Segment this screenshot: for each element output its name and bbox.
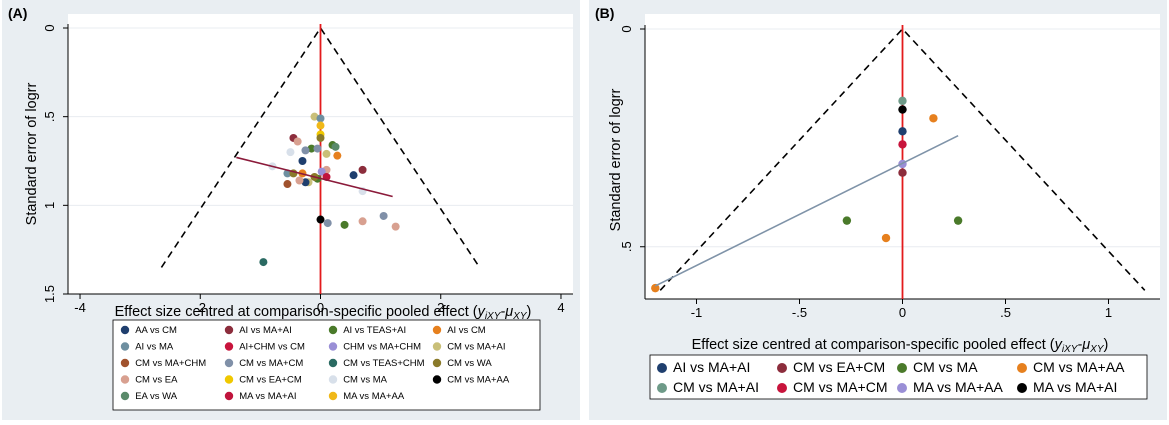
panel-a-label: (A) <box>8 5 27 21</box>
legend-marker-a-15 <box>432 375 442 384</box>
legend-marker-a-18 <box>328 391 338 401</box>
legend-marker-a-16 <box>120 391 130 401</box>
legend-marker-a-10 <box>328 358 338 368</box>
y-axis-title-a: Standard error of logrr <box>24 83 40 226</box>
legend-label-a-0: AA vs CM <box>135 325 177 336</box>
point-a-35 <box>323 219 332 228</box>
y-tick-label-a-1: .5 <box>42 111 57 122</box>
y-tick-label-a-0: 0 <box>42 24 57 31</box>
legend-marker-a-14 <box>328 375 338 384</box>
point-a-1 <box>316 114 325 123</box>
x-tick-label-a-3: 2 <box>437 300 444 315</box>
point-a-32 <box>379 211 388 220</box>
point-a-36 <box>340 220 349 229</box>
legend-label-a-4: AI vs MA <box>135 342 174 353</box>
legend-marker-a-13 <box>224 375 234 384</box>
point-a-8 <box>331 142 340 151</box>
legend-label-a-18: MA vs MA+AA <box>343 391 405 402</box>
legend-label-a-7: CM vs MA+AI <box>447 342 505 353</box>
legend-label-a-5: AI+CHM vs CM <box>239 342 305 353</box>
point-a-2 <box>316 121 325 130</box>
legend-marker-a-4 <box>120 342 130 351</box>
x-axis-title-a-close: ) <box>527 304 532 320</box>
point-a-0 <box>310 112 319 121</box>
legend-label-a-2: AI vs TEAS+AI <box>343 325 406 336</box>
legend-marker-a-12 <box>120 375 130 384</box>
legend-a <box>112 319 541 411</box>
y-tick-label-a-3: 1.5 <box>42 285 57 303</box>
legend-marker-a-0 <box>120 325 130 335</box>
point-a-10 <box>307 144 316 153</box>
legend-label-a-16: EA vs WA <box>135 391 178 402</box>
legend-marker-a-2 <box>328 325 338 335</box>
legend-label-a-1: AI vs MA+AI <box>239 325 292 336</box>
point-a-9 <box>286 148 295 157</box>
legend-marker-a-9 <box>224 358 234 368</box>
point-a-13 <box>333 151 342 160</box>
x-axis-title-a-main: Effect size centred at comparison-specif… <box>115 304 478 320</box>
axes-a: -4 -2 0 2 4 0 .5 1 1.5 <box>42 24 573 315</box>
point-a-15 <box>298 157 307 165</box>
point-a-34 <box>316 215 325 224</box>
legend-label-a-6: CHM vs MA+CHM <box>343 342 421 353</box>
point-a-17 <box>358 165 367 174</box>
regression-line-a <box>236 156 393 198</box>
x-tick-label-a-0: -4 <box>74 300 86 315</box>
x-tick-label-a-1: -2 <box>194 300 206 315</box>
legend-label-a-10: CM vs TEAS+CHM <box>343 358 424 369</box>
point-a-22 <box>317 167 326 176</box>
x-axis-title-a: Effect size centred at comparison-specif… <box>115 304 532 322</box>
point-a-5 <box>293 137 302 146</box>
legend-label-a-12: CM vs EA <box>135 375 178 386</box>
legend-label-a-11: CM vs WA <box>447 358 492 369</box>
legend-marker-a-5 <box>224 342 234 351</box>
x-axis-title-a-sub-y: iXY <box>485 311 502 322</box>
legend-label-a-17: MA vs MA+AI <box>239 391 296 402</box>
point-a-6 <box>316 133 325 142</box>
legend-label-a-8: CM vs MA+CHM <box>135 358 206 369</box>
x-axis-title-a-y: y <box>477 304 486 320</box>
x-axis-title-a-sub-mu: XY <box>512 311 528 322</box>
point-a-29 <box>301 178 310 187</box>
point-a-38 <box>259 258 268 267</box>
point-a-14 <box>322 149 331 158</box>
legend-label-a-13: CM vs EA+CM <box>239 375 302 386</box>
point-a-28 <box>283 180 292 189</box>
point-a-30 <box>295 176 304 185</box>
legend-a-items: AA vs CM AI vs MA+AI AI vs TEAS+AI AI vs CM… <box>120 325 510 402</box>
point-a-33 <box>358 217 367 226</box>
legend-label-a-14: CM vs MA <box>343 375 387 386</box>
legend-marker-a-1 <box>224 325 234 335</box>
point-a-24 <box>349 171 358 180</box>
y-tick-label-a-2: 1 <box>42 202 57 209</box>
legend-marker-a-11 <box>432 358 442 368</box>
x-tick-label-a-4: 4 <box>557 300 564 315</box>
points-a <box>236 112 400 267</box>
point-a-37 <box>391 222 400 231</box>
legend-label-a-9: CM vs MA+CM <box>239 358 303 369</box>
legend-marker-a-3 <box>432 325 442 335</box>
legend-marker-a-17 <box>224 391 234 401</box>
x-axis-title-a-mu: -μ <box>500 304 513 320</box>
legend-label-a-3: AI vs CM <box>447 325 486 336</box>
legend-label-a-15: CM vs MA+AA <box>447 375 510 386</box>
legend-marker-a-8 <box>120 358 130 368</box>
x-tick-label-a-2: 0 <box>317 300 324 315</box>
point-a-12 <box>301 146 310 155</box>
point-a-11 <box>313 144 322 153</box>
legend-marker-a-7 <box>432 342 442 351</box>
legend-marker-a-6 <box>328 342 338 351</box>
